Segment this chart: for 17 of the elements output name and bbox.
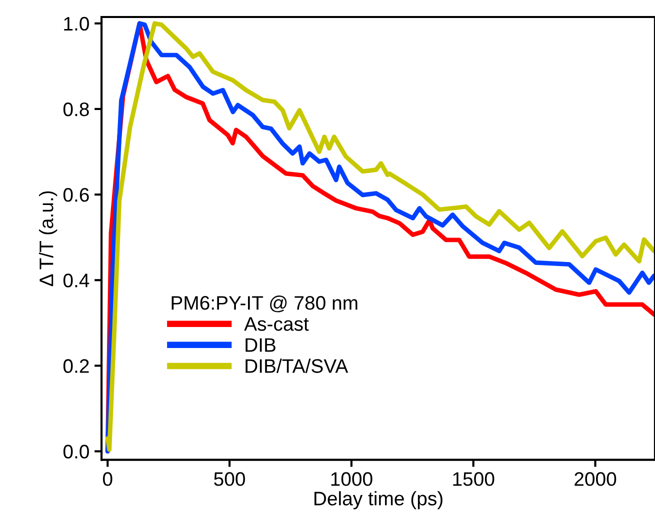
x-tick-label: 500: [214, 472, 245, 486]
y-tick-label: 0.4: [63, 274, 90, 288]
y-tick-label: 0.2: [63, 359, 89, 373]
x-tick-label: 1000: [331, 472, 372, 486]
x-tick-label: 2000: [574, 472, 616, 486]
y-tick-label: 0.0: [63, 444, 89, 459]
y-tick-label: 1.0: [64, 16, 89, 31]
x-axis-title: Delay time (ps): [314, 491, 442, 510]
y-tick-label: 0.6: [63, 188, 89, 202]
x-tick-label: 1500: [453, 472, 494, 486]
y-tick-label: 0.8: [63, 102, 89, 116]
y-axis-title: Δ T/T (a.u.): [39, 191, 58, 286]
x-tick-label: 0: [102, 472, 112, 486]
legend-label: DIB/TA/SVA: [246, 358, 348, 373]
legend-title: PM6:PY-IT @ 780 nm: [172, 296, 358, 312]
legend-label: As-cast: [244, 317, 309, 331]
legend-label: DIB: [246, 338, 276, 352]
